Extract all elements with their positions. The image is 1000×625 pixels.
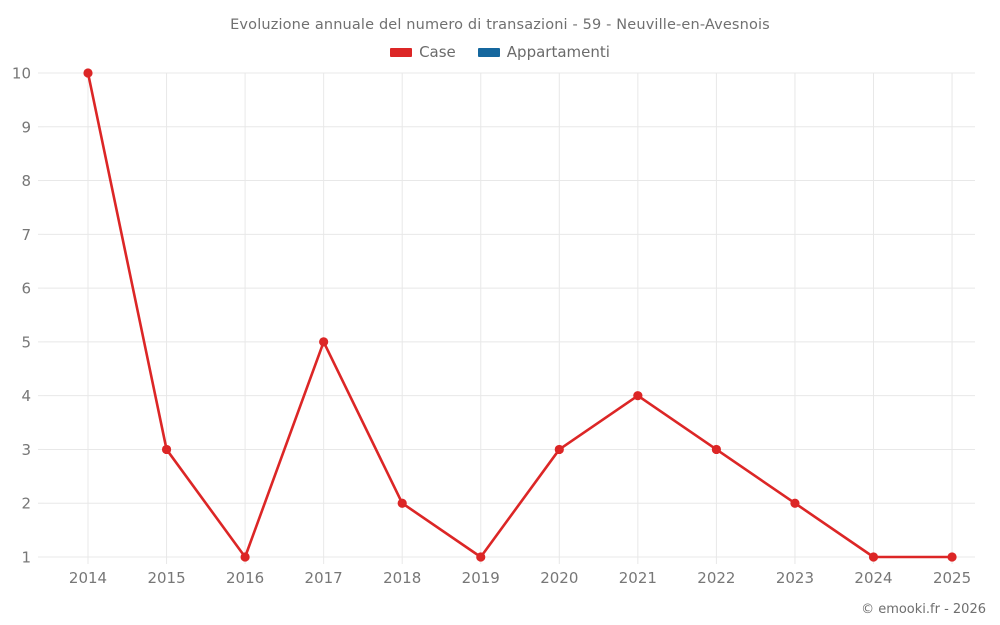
credit-text: © emooki.fr - 2026 [861, 602, 986, 617]
x-axis-ticks [87, 557, 953, 564]
legend-item-appartamenti[interactable]: Appartamenti [477, 43, 610, 61]
x-tick-label: 2019 [462, 569, 500, 587]
y-tick-label: 8 [21, 172, 31, 190]
x-axis-labels: 2014 2015 2016 2017 2018 2019 2020 2021 2022 2023… [69, 569, 971, 587]
x-tick-label: 2014 [69, 569, 107, 587]
x-tick-label: 2015 [147, 569, 185, 587]
data-point-case[interactable] [397, 498, 407, 508]
data-point-case[interactable] [319, 337, 329, 347]
x-tick-label: 2018 [383, 569, 421, 587]
legend-swatch-case-icon [390, 48, 413, 57]
y-tick-label: 10 [12, 65, 31, 83]
y-tick-label: 5 [21, 333, 31, 351]
chart-title: Evoluzione annuale del numero di transaz… [230, 17, 770, 33]
y-tick-label: 1 [21, 549, 31, 567]
data-point-case[interactable] [947, 552, 957, 562]
legend-item-case[interactable]: Case [390, 45, 456, 60]
y-tick-label: 9 [21, 118, 31, 136]
legend-label-appartamenti: Appartamenti [506, 43, 610, 61]
series-line-case [86, 71, 954, 559]
y-tick-label: 7 [21, 226, 31, 244]
legend-label-case: Case [419, 43, 456, 61]
y-tick-label: 3 [21, 441, 31, 459]
x-tick-label: 2024 [854, 569, 892, 587]
data-point-case[interactable] [554, 444, 564, 455]
y-axis-labels: 1 2 3 4 5 6 7 8 9 10 [12, 65, 31, 567]
data-point-case[interactable] [83, 68, 93, 78]
y-tick-label: 4 [21, 387, 31, 405]
gridlines [44, 72, 975, 558]
x-tick-label: 2022 [697, 569, 735, 587]
x-tick-label: 2021 [619, 569, 657, 587]
data-point-case[interactable] [790, 498, 800, 508]
x-tick-label: 2025 [933, 569, 971, 587]
chart-legend: Case Appartamenti [0, 45, 1000, 60]
x-tick-label: 2017 [305, 569, 343, 587]
series-lines [86, 71, 954, 559]
y-tick-label: 2 [21, 495, 31, 513]
data-point-case[interactable] [868, 552, 879, 562]
x-tick-label: 2020 [540, 569, 578, 587]
x-tick-label: 2016 [226, 569, 264, 587]
data-point-case[interactable] [240, 552, 250, 562]
y-axis-ticks [38, 72, 44, 558]
series-markers [83, 68, 957, 562]
data-point-case[interactable] [161, 444, 172, 455]
x-tick-label: 2023 [776, 569, 814, 587]
y-tick-label: 6 [21, 280, 31, 298]
data-point-case[interactable] [633, 391, 643, 401]
legend-swatch-appartamenti-icon [477, 48, 500, 57]
data-point-case[interactable] [711, 444, 722, 455]
data-point-case[interactable] [476, 552, 486, 562]
